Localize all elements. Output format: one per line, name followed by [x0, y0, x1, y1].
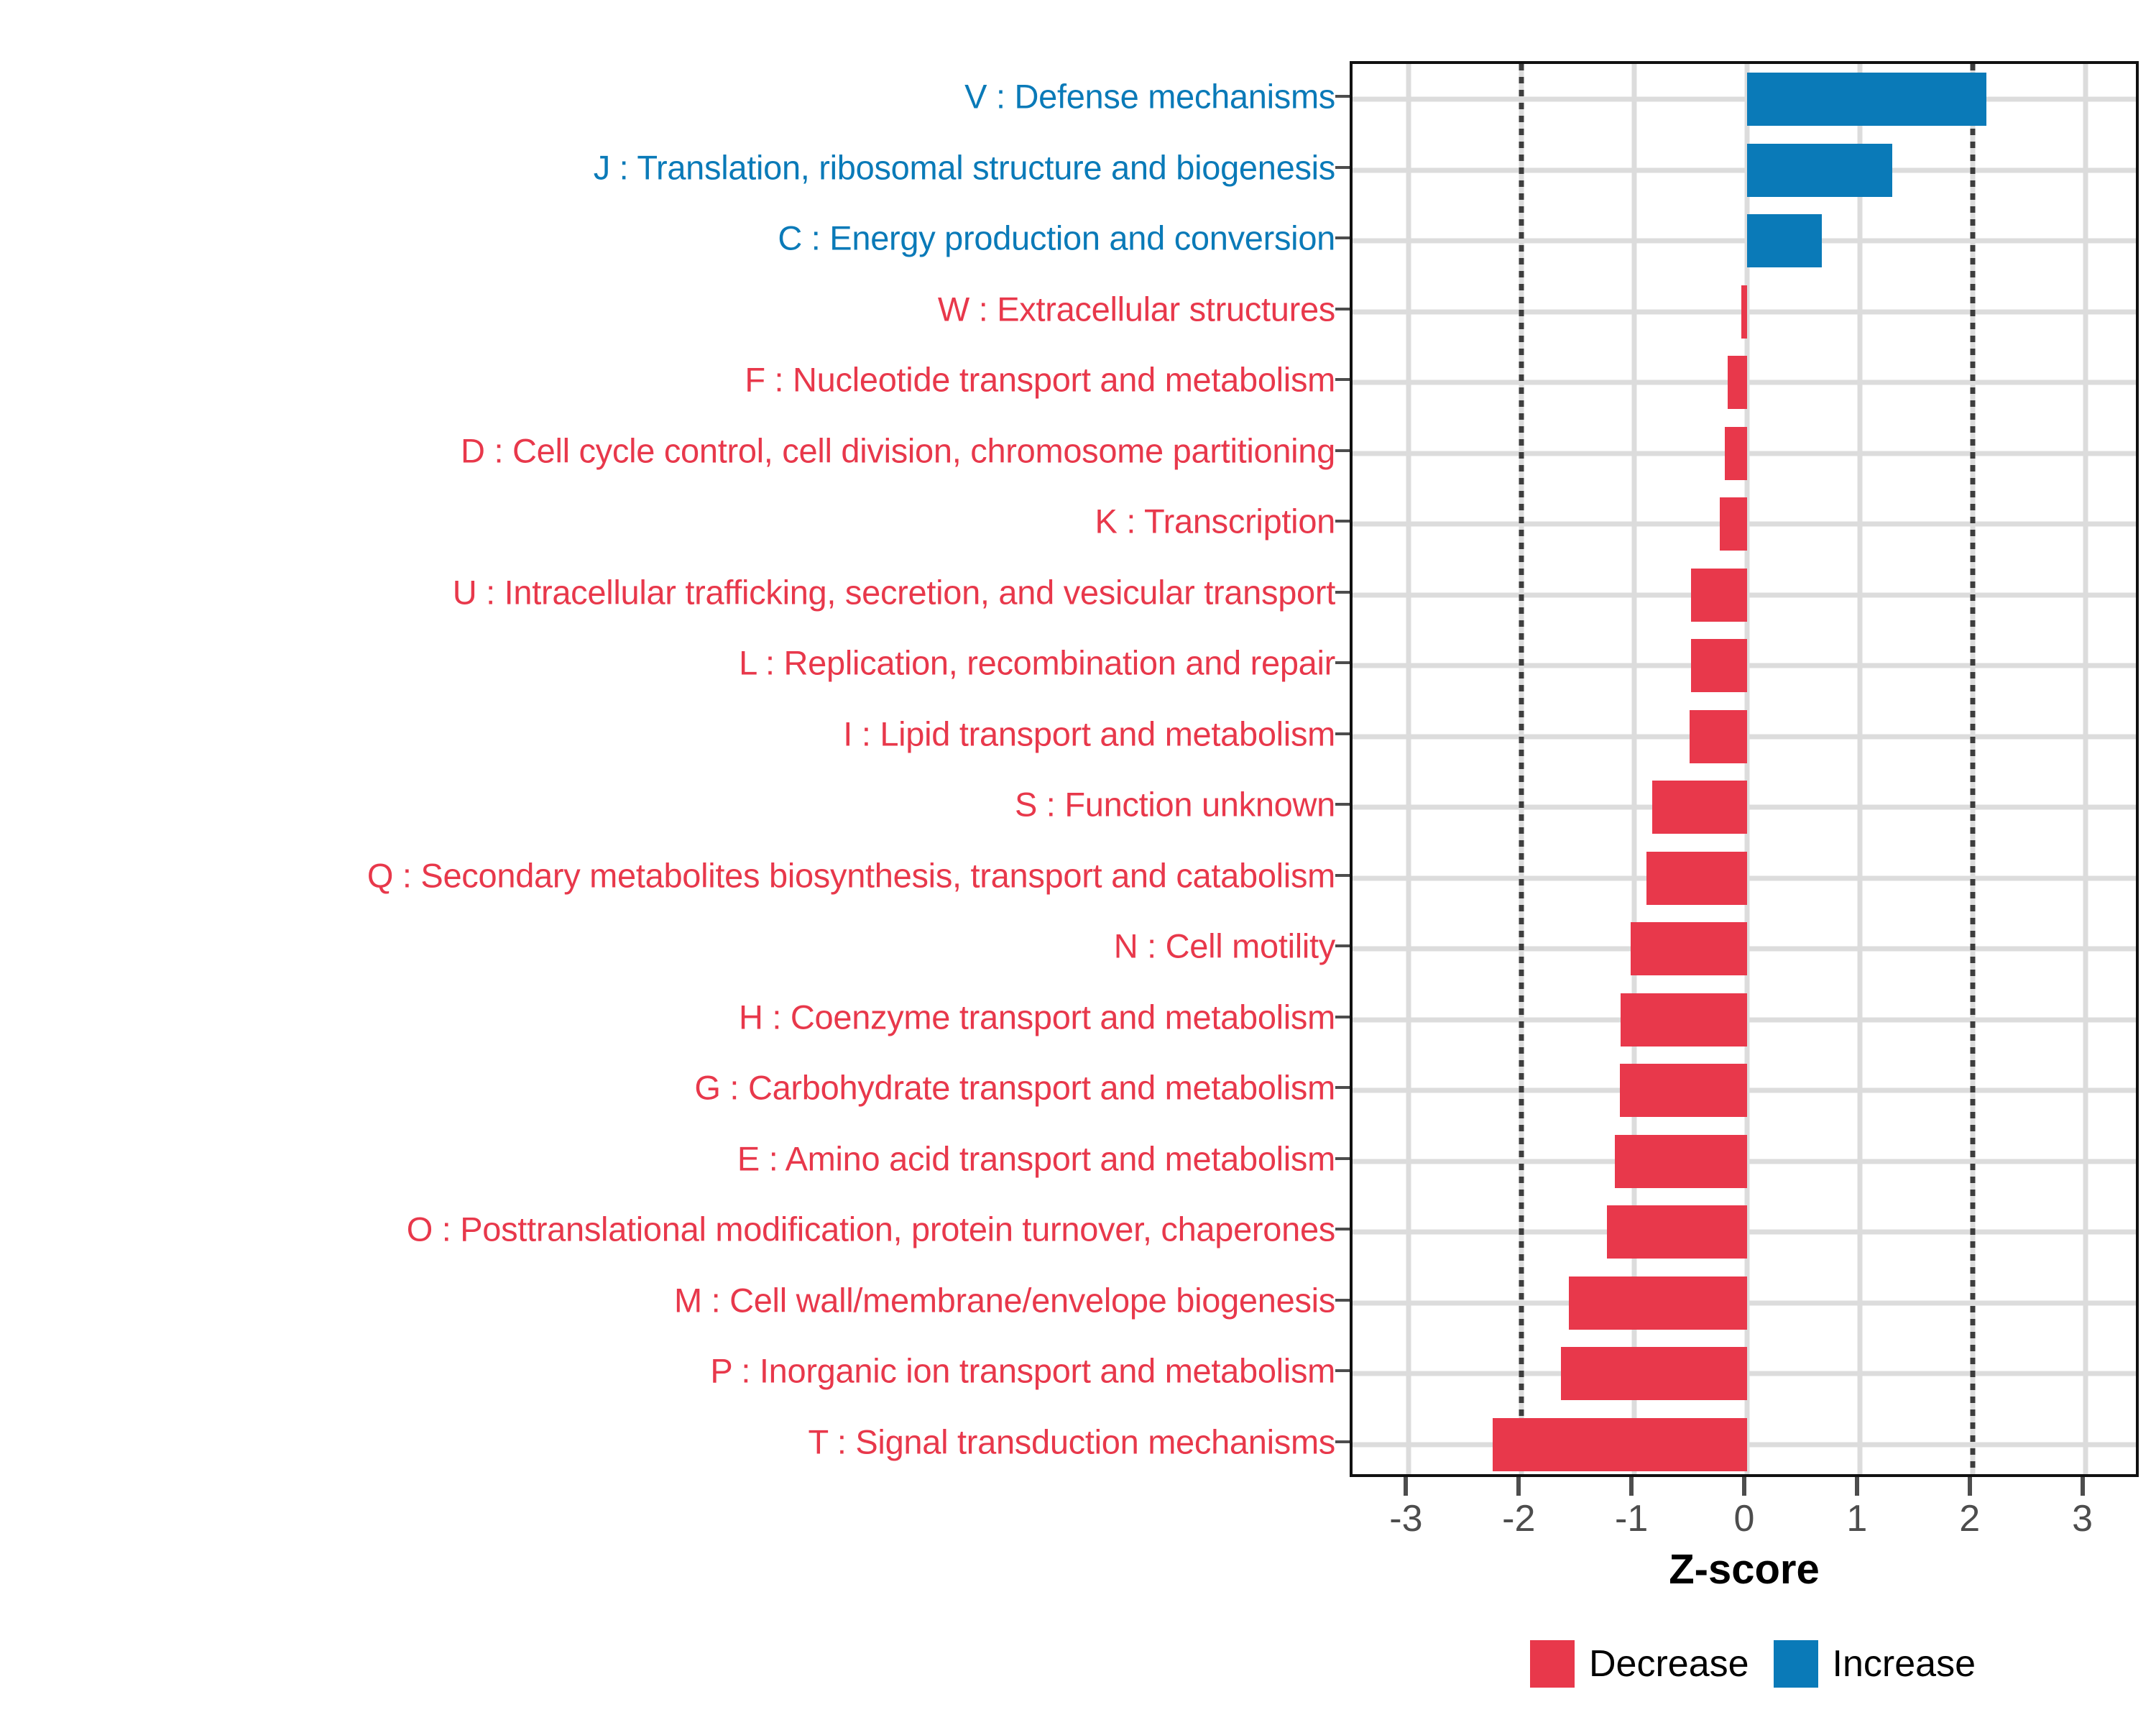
plot-panel [1350, 61, 2139, 1477]
y-axis-tick [1335, 378, 1350, 382]
y-axis-label: S : Function unknown [1015, 785, 1335, 824]
reference-line [1970, 64, 1976, 1474]
y-axis-tick [1335, 236, 1350, 240]
x-gridline [1744, 64, 1750, 1474]
x-axis-tick [1404, 1477, 1409, 1496]
bar [1492, 1417, 1747, 1471]
x-axis-tick-label: 3 [2072, 1498, 2093, 1540]
x-gridline [1406, 64, 1411, 1474]
y-axis-tick [1335, 873, 1350, 877]
x-axis-tick [1854, 1477, 1859, 1496]
y-axis-label: D : Cell cycle control, cell division, c… [461, 431, 1335, 470]
reference-line [1519, 64, 1524, 1474]
y-axis-label: M : Cell wall/membrane/envelope biogenes… [673, 1281, 1335, 1320]
legend-swatch [1529, 1640, 1575, 1688]
y-axis-tick [1335, 1086, 1350, 1090]
y-axis-label: H : Coenzyme transport and metabolism [738, 998, 1335, 1036]
bar [1646, 851, 1747, 905]
bar [1652, 781, 1747, 834]
x-axis-tick-label: 1 [1846, 1498, 1868, 1540]
legend-label: Decrease [1588, 1643, 1749, 1685]
y-axis-tick [1335, 1440, 1350, 1443]
y-axis-tick [1335, 520, 1350, 523]
x-axis: -3 -2 -1 0 1 2 3 [1350, 1477, 2139, 1570]
y-axis-tick [1335, 1228, 1350, 1231]
y-axis-label: O : Posttranslational modification, prot… [406, 1210, 1336, 1248]
y-axis-label: E : Amino acid transport and metabolism [737, 1139, 1335, 1178]
y-axis-tick [1335, 732, 1350, 735]
x-gridline [2083, 64, 2088, 1474]
y-axis-label: J : Translation, ribosomal structure and… [593, 148, 1336, 187]
x-axis-tick [1629, 1477, 1634, 1496]
chart-legend: Decrease Increase [1350, 1632, 2156, 1696]
bar [1690, 709, 1747, 763]
y-axis-label: I : Lipid transport and metabolism [843, 714, 1335, 753]
y-axis-category-labels: V : Defense mechanisms J : Translation, r… [0, 61, 1350, 1477]
x-axis-tick [1742, 1477, 1746, 1496]
y-axis-label: V : Defense mechanisms [964, 77, 1335, 116]
bar [1720, 497, 1747, 551]
bar [1690, 568, 1747, 622]
bar [1728, 356, 1747, 410]
bar [1561, 1347, 1747, 1401]
y-axis-tick [1335, 944, 1350, 948]
legend-swatch [1773, 1640, 1818, 1688]
legend-label: Increase [1832, 1643, 1976, 1685]
y-axis-label: U : Intracellular trafficking, secretion… [452, 573, 1336, 612]
y-axis-tick [1335, 661, 1350, 665]
x-axis-tick-label: -2 [1502, 1498, 1536, 1540]
x-gridline [1857, 64, 1863, 1474]
y-axis-tick [1335, 165, 1350, 169]
legend-item: Decrease [1529, 1640, 1749, 1688]
y-axis-tick [1335, 1156, 1350, 1160]
x-axis-tick-label: 2 [1959, 1498, 1981, 1540]
bar [1569, 1276, 1747, 1330]
bar [1747, 214, 1822, 268]
y-axis-label: P : Inorganic ion transport and metaboli… [710, 1351, 1335, 1390]
x-axis-tick [1967, 1477, 1972, 1496]
y-axis-label: W : Extracellular structures [937, 290, 1335, 328]
y-axis-tick [1335, 307, 1350, 310]
x-axis-title: Z-score [1669, 1546, 1820, 1593]
y-axis-label: C : Energy production and conversion [778, 218, 1335, 257]
y-gridline [1353, 96, 2136, 102]
y-axis-tick [1335, 803, 1350, 806]
y-axis-label: F : Nucleotide transport and metabolism [745, 360, 1335, 399]
y-axis-label: T : Signal transduction mechanisms [808, 1422, 1336, 1461]
bar [1724, 426, 1747, 480]
y-axis-label: G : Carbohydrate transport and metabolis… [694, 1068, 1335, 1107]
bar [1747, 143, 1893, 197]
y-axis-tick [1335, 590, 1350, 594]
y-gridline [1353, 167, 2136, 173]
y-axis-tick [1335, 1369, 1350, 1373]
y-axis-label: K : Transcription [1095, 502, 1336, 540]
x-axis-tick [2080, 1477, 2085, 1496]
bar [1619, 1064, 1747, 1118]
bar [1615, 1134, 1747, 1188]
y-axis-tick [1335, 1298, 1350, 1302]
bar [1621, 993, 1747, 1046]
legend-item: Increase [1773, 1640, 1976, 1688]
y-axis-tick [1335, 448, 1350, 452]
bar [1690, 639, 1747, 693]
x-axis-tick [1516, 1477, 1521, 1496]
y-gridline [1353, 238, 2136, 244]
bar [1741, 285, 1747, 339]
y-axis-label: L : Replication, recombination and repai… [739, 643, 1335, 682]
bar [1747, 73, 1986, 126]
y-axis-label: Q : Secondary metabolites biosynthesis, … [367, 856, 1335, 895]
y-axis-tick [1335, 95, 1350, 98]
y-axis-label: N : Cell motility [1113, 926, 1336, 965]
y-axis-tick [1335, 1015, 1350, 1018]
x-gridline [1631, 64, 1637, 1474]
x-axis-tick-label: 0 [1733, 1498, 1755, 1540]
x-axis-tick-label: -3 [1389, 1498, 1423, 1540]
bar [1607, 1205, 1747, 1259]
bar [1631, 922, 1747, 976]
x-axis-tick-label: -1 [1615, 1498, 1649, 1540]
